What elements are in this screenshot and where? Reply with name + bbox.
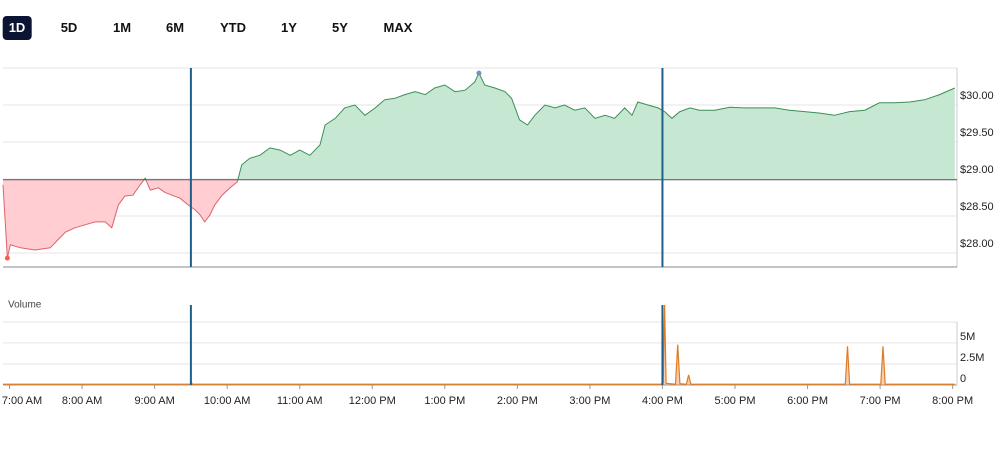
x-tick-label: 9:00 AM — [134, 395, 174, 407]
y-tick-label: $29.50 — [960, 127, 994, 139]
x-tick-label: 10:00 AM — [204, 395, 250, 407]
x-tick-label: 8:00 PM — [932, 395, 973, 407]
range-button[interactable]: 5D — [60, 20, 78, 35]
price-area-up — [3, 73, 955, 180]
price-line-down — [2, 179, 239, 259]
range-button[interactable]: 6M — [165, 20, 185, 35]
y-tick-label: $28.00 — [960, 238, 994, 250]
y-tick-label: $30.00 — [960, 90, 994, 102]
x-tick-label: 7:00 PM — [860, 395, 901, 407]
x-tick-label: 12:00 PM — [349, 395, 396, 407]
range-button[interactable]: 1M — [112, 20, 132, 35]
x-tick-label: 4:00 PM — [642, 395, 683, 407]
x-tick-label: 6:00 PM — [787, 395, 828, 407]
x-tick-label: 3:00 PM — [569, 395, 610, 407]
x-tick-label: 2:00 PM — [497, 395, 538, 407]
range-button[interactable]: YTD — [220, 20, 246, 35]
y-tick-label: $29.00 — [960, 164, 994, 176]
x-tick-label: 11:00 AM — [277, 395, 323, 407]
high-marker — [476, 70, 482, 76]
volume-line — [3, 304, 955, 385]
range-button[interactable]: 1Y — [281, 20, 297, 35]
price-line-up — [143, 72, 955, 180]
range-button[interactable]: 1D — [2, 16, 32, 40]
y-tick-label: 5M — [960, 331, 975, 343]
chart: $30.00 $29.50 $29.00 $28.50 $28.00 Volume 5M 2.… — [2, 67, 994, 407]
volume-area — [3, 305, 955, 385]
page: {"ranges": ["1D", "5D", "1M", "6M", "YTD… — [0, 0, 1004, 407]
price-area-down — [3, 179, 238, 259]
range-button[interactable]: MAX — [383, 20, 413, 35]
range-selector: 1D 5D 1M 6M YTD 1Y 5Y MAX — [0, 0, 1004, 50]
low-marker — [4, 255, 10, 261]
x-tick-label: 7:00 AM — [2, 395, 42, 407]
y-tick-label: 2.5M — [960, 352, 984, 364]
x-tick-label: 8:00 AM — [62, 395, 102, 407]
y-tick-label: 0 — [960, 373, 966, 385]
volume-title: Volume — [8, 300, 42, 311]
x-tick-label: 5:00 PM — [715, 395, 756, 407]
y-tick-label: $28.50 — [960, 201, 994, 213]
range-button[interactable]: 5Y — [332, 20, 348, 35]
x-tick-label: 1:00 PM — [424, 395, 465, 407]
